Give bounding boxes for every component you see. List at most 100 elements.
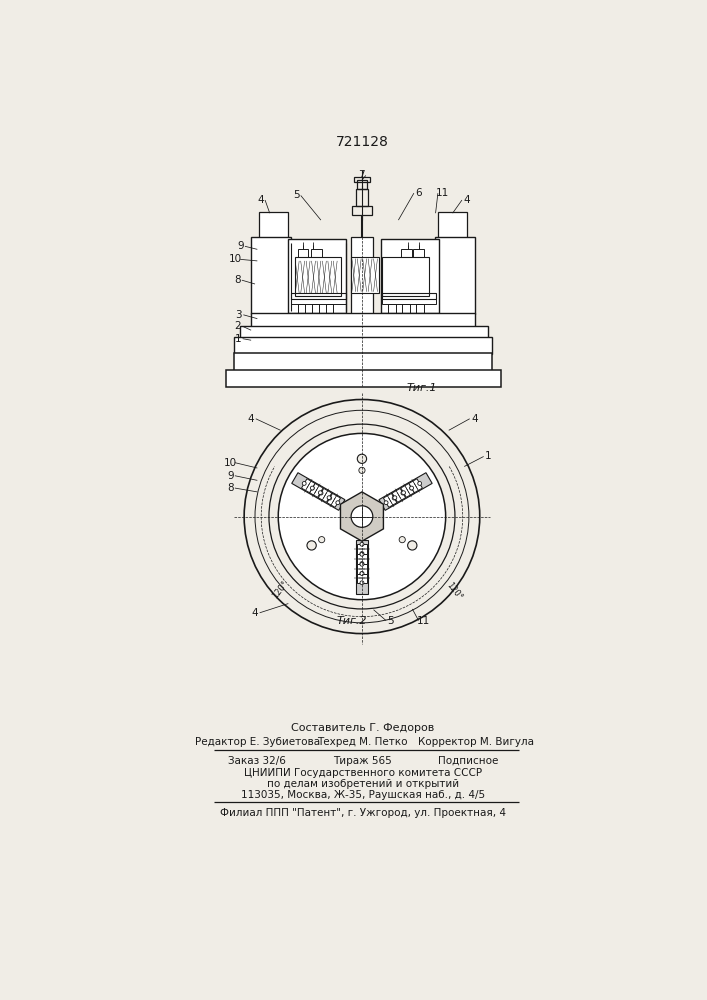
Text: по делам изобретений и открытий: по делам изобретений и открытий [267, 779, 459, 789]
Circle shape [392, 496, 396, 500]
Circle shape [279, 433, 445, 600]
Circle shape [319, 491, 323, 495]
Circle shape [327, 496, 331, 500]
Circle shape [336, 501, 340, 505]
Text: Подписное: Подписное [438, 756, 498, 766]
Text: Заказ 32/6: Заказ 32/6 [228, 756, 286, 766]
Text: 113035, Москва, Ж-35, Раушская наб., д. 4/5: 113035, Москва, Ж-35, Раушская наб., д. … [240, 790, 485, 800]
Bar [295, 257, 341, 296]
Text: Техред М. Петко: Техред М. Петко [317, 737, 408, 747]
Bar [251, 312, 475, 328]
Text: Филиал ППП "Патент", г. Ужгород, ул. Проектная, 4: Филиал ППП "Патент", г. Ужгород, ул. Про… [220, 808, 506, 818]
Text: Тираж 565: Тираж 565 [333, 756, 392, 766]
Text: 120°: 120° [271, 579, 291, 600]
Bar [226, 370, 501, 387]
Circle shape [357, 454, 367, 463]
Text: 9: 9 [227, 471, 233, 481]
Text: 8: 8 [234, 275, 240, 285]
Circle shape [360, 542, 364, 546]
Bar [382, 299, 436, 304]
Text: Редактор Е. Зубиетова: Редактор Е. Зубиетова [194, 737, 320, 747]
Circle shape [418, 482, 421, 485]
Bar [388, 304, 396, 313]
Bar [438, 212, 467, 247]
Circle shape [328, 496, 332, 500]
Text: 2: 2 [235, 321, 241, 331]
Circle shape [393, 496, 397, 500]
Text: 5: 5 [293, 190, 299, 200]
Polygon shape [409, 479, 422, 493]
Circle shape [399, 537, 405, 543]
Circle shape [384, 501, 388, 505]
Text: 4: 4 [257, 195, 264, 205]
Circle shape [360, 562, 364, 566]
Polygon shape [383, 493, 397, 507]
Bar [381, 239, 440, 312]
Bar [325, 304, 333, 313]
Bar [291, 299, 346, 304]
Bar [234, 353, 492, 373]
Bar [240, 326, 488, 339]
Bar [311, 249, 322, 258]
Polygon shape [356, 564, 368, 574]
Bar [291, 293, 346, 299]
Text: 4: 4 [248, 414, 255, 424]
Circle shape [307, 541, 316, 550]
Text: 4: 4 [471, 414, 478, 424]
Text: 10: 10 [223, 458, 237, 468]
Text: 11: 11 [416, 615, 430, 626]
Circle shape [303, 482, 306, 485]
Circle shape [360, 552, 364, 556]
Circle shape [318, 491, 322, 495]
Circle shape [319, 537, 325, 543]
Text: 5: 5 [387, 615, 394, 626]
Text: 8: 8 [227, 483, 233, 493]
Bar [416, 304, 424, 313]
Text: 721128: 721128 [337, 135, 389, 149]
Polygon shape [318, 488, 332, 502]
Circle shape [351, 506, 373, 527]
Text: 4: 4 [252, 608, 258, 618]
Circle shape [402, 491, 406, 495]
Circle shape [360, 562, 364, 565]
Bar [354, 177, 370, 182]
Text: Τиг.2: Τиг.2 [337, 615, 367, 626]
Text: 6: 6 [415, 188, 422, 198]
Text: 9: 9 [237, 241, 244, 251]
Polygon shape [356, 554, 368, 564]
Text: Τиг.1: Τиг.1 [407, 383, 437, 393]
Circle shape [401, 491, 405, 495]
Circle shape [409, 486, 414, 490]
Polygon shape [341, 492, 383, 541]
Text: 3: 3 [235, 310, 242, 320]
Text: 1: 1 [235, 334, 241, 344]
Polygon shape [356, 540, 368, 594]
Bar [352, 206, 372, 215]
Circle shape [360, 572, 364, 575]
Bar [298, 304, 305, 313]
Bar [413, 249, 424, 258]
Polygon shape [379, 473, 432, 510]
Circle shape [409, 486, 414, 490]
Polygon shape [401, 483, 414, 497]
Text: ЦНИИПИ Государственного комитета СССР: ЦНИИПИ Государственного комитета СССР [244, 768, 481, 778]
Text: 7: 7 [358, 170, 365, 180]
Circle shape [408, 541, 417, 550]
Circle shape [359, 467, 365, 473]
Bar [259, 212, 288, 247]
Bar [382, 257, 428, 296]
Bar [234, 337, 492, 354]
Bar [402, 304, 410, 313]
Bar [357, 180, 367, 189]
Text: 10: 10 [229, 254, 243, 264]
Bar [351, 237, 373, 314]
Bar [288, 239, 346, 312]
Polygon shape [327, 493, 341, 507]
Bar [312, 304, 320, 313]
Text: Корректор М. Вигула: Корректор М. Вигула [418, 737, 534, 747]
Circle shape [360, 572, 364, 575]
Bar [356, 189, 368, 206]
Text: 120°: 120° [445, 581, 464, 602]
Polygon shape [356, 544, 368, 554]
Text: 11: 11 [436, 188, 449, 198]
